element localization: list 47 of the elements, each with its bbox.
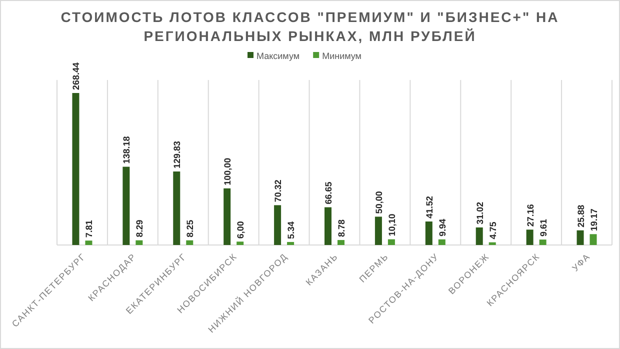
data-label: 7.81 (84, 220, 94, 238)
data-label: 129.83 (172, 140, 182, 168)
data-label: 268.44 (71, 62, 82, 90)
data-label: 138.18 (122, 136, 132, 164)
bar (186, 240, 194, 245)
data-label: 27.16 (525, 204, 536, 227)
bar (539, 240, 546, 245)
bar (438, 239, 446, 245)
bar (85, 240, 92, 245)
data-label: 8.29 (134, 220, 145, 238)
data-label: 8.78 (336, 219, 346, 238)
bar (374, 216, 382, 245)
bar (488, 242, 496, 245)
data-label: 25.88 (576, 204, 586, 228)
data-label: 70.32 (273, 180, 284, 202)
data-label: 9.94 (437, 218, 448, 236)
bar (287, 242, 294, 245)
data-label: 8.25 (185, 220, 196, 238)
legend-label: Максимум (256, 51, 300, 61)
bar (274, 205, 282, 245)
bar (324, 207, 332, 245)
data-label: 19.17 (588, 208, 599, 232)
data-label: 6,00 (236, 221, 246, 239)
bar (236, 242, 244, 245)
bar (388, 239, 395, 245)
bar (526, 230, 534, 245)
bar (576, 230, 584, 245)
chart-title: СТОИМОСТЬ ЛОТОВ КЛАССОВ "ПРЕМИУМ" И "БИЗНЕС+" НА РЕГИОНАЛЬНЫХ РЫНКАХ, МЛН РУБЛЕЙ (60, 9, 560, 44)
bar (224, 188, 231, 245)
legend-label: Минимум (322, 51, 362, 61)
bar (173, 171, 180, 245)
bar (476, 227, 483, 245)
data-label: 66.65 (324, 182, 334, 204)
bar (590, 234, 597, 245)
bar (72, 93, 80, 245)
bar (425, 221, 432, 245)
data-label: 9.61 (538, 219, 548, 237)
data-label: 5.34 (286, 221, 296, 239)
bar (122, 166, 130, 245)
bar (136, 240, 143, 245)
data-label: 50,00 (374, 191, 384, 214)
data-label: 41.52 (424, 196, 434, 218)
data-label: 100,00 (222, 158, 233, 186)
data-label: 31.02 (474, 202, 485, 224)
data-label: 10,10 (386, 214, 397, 236)
bar (338, 240, 344, 245)
data-label: 4.75 (488, 222, 498, 240)
